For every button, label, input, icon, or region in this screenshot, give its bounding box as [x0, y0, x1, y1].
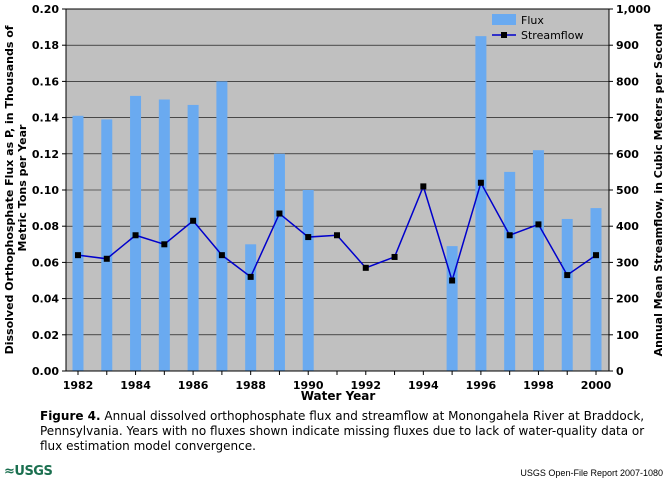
legend-flux-label: Flux [521, 14, 544, 27]
y-right-tick-label: 200 [616, 293, 639, 306]
streamflow-point [420, 183, 427, 190]
legend-streamflow-marker [501, 32, 507, 38]
grid-lines [66, 44, 609, 336]
flux-bar [590, 208, 602, 371]
x-tick-label: 1992 [350, 379, 381, 392]
y-left-tick-label: 0.18 [32, 39, 59, 52]
streamflow-point [593, 252, 599, 259]
x-tick-label: 1988 [235, 379, 266, 392]
flux-bar [245, 244, 257, 371]
y-axis-right-label: Annual Mean Streamflow, in Cubic Meters … [652, 24, 665, 357]
y-left-tick-label: 0.16 [32, 75, 59, 88]
streamflow-point [334, 232, 340, 239]
y-right-tick-label: 800 [616, 75, 639, 88]
y-axis-left-label: Dissolved Orthophosphate Flux as P, in T… [3, 22, 29, 355]
y-right-tick-label: 100 [616, 329, 639, 342]
y-axis-left-label-line1: Dissolved Orthophosphate Flux as P, in T… [3, 25, 16, 354]
x-tick-label: 1998 [523, 379, 554, 392]
flux-bar [273, 153, 285, 371]
streamflow-point [75, 252, 81, 259]
flux-bar [101, 119, 113, 371]
legend-streamflow-label: Streamflow [521, 29, 583, 42]
figure-caption: Figure 4. Annual dissolved orthophosphat… [40, 409, 650, 454]
flux-bar [504, 171, 516, 371]
x-axis: 1982 1984 1986 1988 1990 1992 1994 1996 1998 2000 [63, 371, 612, 392]
legend-flux-swatch [492, 14, 516, 25]
y-left-tick-label: 0.04 [32, 293, 59, 306]
caption-label: Figure 4. [40, 409, 101, 423]
y-right-tick-label: 0 [616, 365, 624, 378]
flux-bar [302, 190, 314, 371]
streamflow-point [477, 179, 484, 186]
y-right-tick-label: 500 [616, 184, 639, 197]
flux-bar [532, 150, 544, 371]
flux-bar [158, 99, 170, 371]
y-left-tick-label: 0.02 [32, 329, 59, 342]
y-right-tick-label: 1,000 [616, 3, 651, 16]
streamflow-point [218, 252, 225, 259]
y-left-tick-label: 0.00 [32, 365, 59, 378]
flux-bar [187, 104, 199, 372]
streamflow-point [190, 217, 197, 224]
y-left-tick-label: 0.10 [32, 184, 59, 197]
caption-text: Annual dissolved orthophosphate flux and… [40, 409, 645, 453]
streamflow-point [564, 272, 571, 279]
x-tick-label: 2000 [581, 379, 612, 392]
flux-bar [561, 218, 573, 371]
usgs-logo: ≈USGS [4, 462, 53, 480]
flux-bar [72, 115, 84, 371]
y-right-tick-label: 600 [616, 148, 639, 161]
x-tick-label: 1984 [120, 379, 151, 392]
flux-bar [475, 36, 487, 372]
y-right-tick-label: 400 [616, 220, 639, 233]
y-left-tick-label: 0.20 [32, 3, 59, 16]
streamflow-point [103, 255, 110, 262]
streamflow-point [391, 253, 398, 260]
y-axis-left-label-line2: Metric Tons per Year [16, 124, 29, 251]
x-tick-label: 1996 [466, 379, 497, 392]
streamflow-point [305, 234, 312, 241]
flux-bar [446, 246, 458, 371]
y-right-tick-label: 900 [616, 39, 639, 52]
streamflow-point [362, 264, 369, 271]
x-tick-label: 1986 [178, 379, 209, 392]
streamflow-point [449, 277, 456, 284]
x-tick-label: 1994 [408, 379, 439, 392]
usgs-logo-text: ≈USGS [4, 463, 53, 479]
streamflow-point [535, 221, 542, 228]
flux-bar [216, 81, 228, 372]
x-axis-label: Water Year [301, 389, 376, 403]
report-id: USGS Open-File Report 2007-1080 [520, 468, 663, 478]
streamflow-point [506, 232, 513, 239]
streamflow-point [247, 273, 254, 280]
legend: Flux Streamflow [492, 14, 583, 42]
y-right-tick-label: 700 [616, 112, 639, 125]
y-left-tick-label: 0.06 [32, 256, 59, 269]
x-tick-label: 1982 [63, 379, 94, 392]
x-tick-label: 1990 [293, 379, 324, 392]
streamflow-point [161, 241, 168, 248]
y-right-tick-label: 300 [616, 256, 639, 269]
y-axis-right: 0 100 200 300 400 500 600 700 800 900 1,000 [609, 3, 651, 378]
streamflow-point [132, 232, 139, 239]
y-left-tick-label: 0.14 [32, 112, 59, 125]
y-left-tick-label: 0.12 [32, 148, 59, 161]
y-left-tick-label: 0.08 [32, 220, 59, 233]
y-axis-left: 0.00 0.02 0.04 0.06 0.08 0.10 0.12 0.14 0.16 0.18… [32, 3, 66, 378]
streamflow-series [75, 179, 599, 284]
chart: 0.00 0.02 0.04 0.06 0.08 0.10 0.12 0.14 0.16 0.18… [3, 3, 665, 403]
streamflow-point [276, 210, 283, 217]
